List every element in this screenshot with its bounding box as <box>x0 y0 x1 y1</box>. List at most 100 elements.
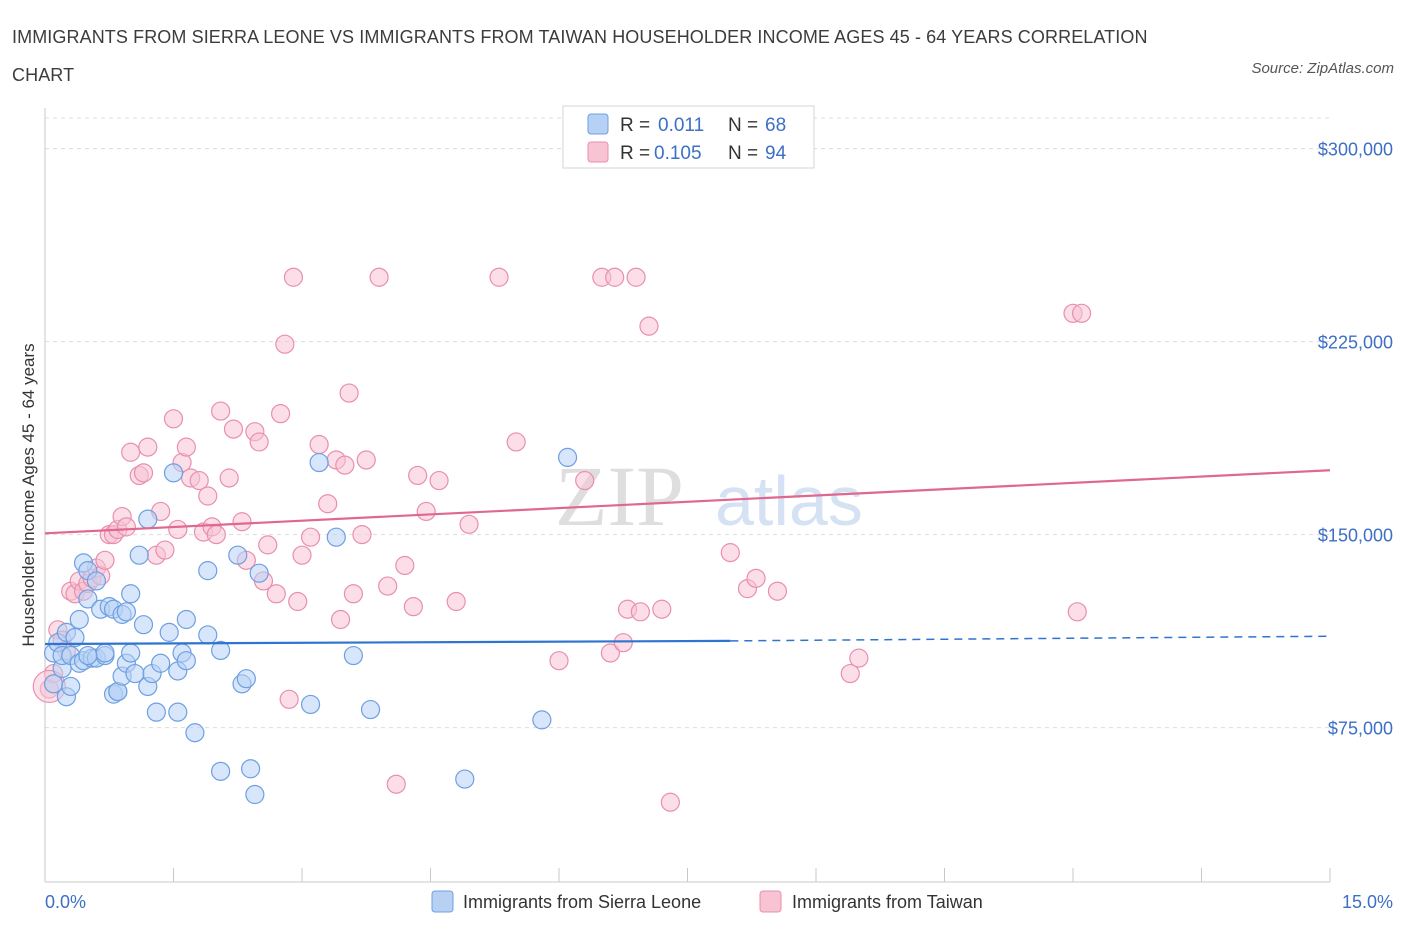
taiwan-point-51 <box>292 545 312 565</box>
taiwan-point-84 <box>652 599 672 619</box>
bottom-legend: Immigrants from Sierra Leone Immigrants … <box>431 890 983 913</box>
taiwan-point-37 <box>219 468 239 488</box>
sierra-leone-point-64 <box>455 769 475 789</box>
taiwan-point-69 <box>429 470 449 491</box>
taiwan-point-94 <box>1067 602 1087 622</box>
taiwan-point-46 <box>270 404 291 424</box>
sierra-leone-point-35 <box>133 615 154 635</box>
taiwan-point-25 <box>155 540 175 560</box>
sierra-leone-point-57 <box>245 784 265 805</box>
sierra-leone-point-51 <box>211 640 231 661</box>
source-label: Source: ZipAtlas.com <box>1251 60 1394 77</box>
sierra-leone-point-55 <box>236 669 256 689</box>
sierra-leone-point-17 <box>86 571 107 591</box>
watermark-atlas: atlas <box>715 462 863 540</box>
taiwan-point-44 <box>258 535 278 555</box>
taiwan-point-86 <box>720 543 740 563</box>
y-axis-label: Householder Income Ages 45 - 64 years <box>19 343 38 646</box>
taiwan-point-93 <box>1071 303 1092 323</box>
trend-lines <box>44 469 1331 646</box>
sierra-leone-trend-line <box>44 639 731 646</box>
taiwan-point-65 <box>395 555 415 576</box>
sierra-leone-point-46 <box>176 609 196 630</box>
y-tick-labels: $75,000 $150,000 $225,000 $300,000 <box>1318 140 1393 739</box>
taiwan-point-59 <box>343 584 363 604</box>
x-tick-label-max: 15.0% <box>1342 892 1393 912</box>
taiwan-point-36 <box>211 401 231 421</box>
taiwan-point-19 <box>121 442 141 462</box>
taiwan-point-47 <box>275 334 295 354</box>
taiwan-point-81 <box>626 267 646 287</box>
taiwan-point-48 <box>279 689 299 709</box>
taiwan-point-72 <box>489 267 509 287</box>
taiwan-point-38 <box>223 419 244 439</box>
sierra-leone-point-39 <box>146 702 166 722</box>
legend-r-value-2: 0.105 <box>654 143 702 164</box>
sierra-leone-point-32 <box>121 584 141 604</box>
taiwan-point-60 <box>352 524 372 545</box>
taiwan-point-27 <box>168 519 188 540</box>
taiwan-point-83 <box>639 316 659 336</box>
y-tick-label-3: $300,000 <box>1318 140 1393 160</box>
legend-r-label-1: R = <box>620 115 650 136</box>
taiwan-point-67 <box>408 465 428 486</box>
sierra-leone-point-10 <box>69 609 89 630</box>
taiwan-point-85 <box>660 792 680 812</box>
taiwan-trend-line <box>44 469 1331 535</box>
sierra-leone-point-44 <box>168 702 188 722</box>
sierra-leone-point-63 <box>360 699 381 720</box>
taiwan-point-49 <box>283 267 304 287</box>
taiwan-points <box>32 267 1092 812</box>
sierra-leone-point-42 <box>163 463 184 483</box>
taiwan-point-73 <box>506 432 526 452</box>
taiwan-point-21 <box>133 463 154 483</box>
taiwan-point-61 <box>356 450 376 470</box>
taiwan-point-31 <box>189 470 209 491</box>
sierra-leone-point-48 <box>185 723 205 743</box>
sierra-leone-point-65 <box>532 710 552 730</box>
chart-title: IMMIGRANTS FROM SIERRA LEONE VS IMMIGRAN… <box>12 27 1148 85</box>
taiwan-point-58 <box>339 383 359 403</box>
sierra-leone-point-53 <box>228 545 248 565</box>
sierra-leone-point-60 <box>309 452 329 473</box>
taiwan-point-53 <box>309 434 329 455</box>
sierra-leone-point-31 <box>121 643 141 663</box>
taiwan-point-91 <box>849 648 869 668</box>
sierra-leone-point-56 <box>241 759 261 779</box>
sierra-leone-point-49 <box>198 625 218 645</box>
taiwan-point-52 <box>300 527 321 547</box>
x-tick-label-min: 0.0% <box>45 892 86 912</box>
taiwan-point-42 <box>249 432 269 452</box>
taiwan-point-74 <box>549 651 569 671</box>
taiwan-point-62 <box>369 267 389 287</box>
legend-r-value-1: 0.011 <box>658 115 704 136</box>
bottom-legend-label-sierra: Immigrants from Sierra Leone <box>463 892 701 912</box>
bottom-legend-swatch-sierra <box>431 890 454 913</box>
sierra-leone-point-59 <box>300 694 321 715</box>
sierra-leone-point-7 <box>61 676 81 697</box>
sierra-leone-point-67 <box>78 645 98 666</box>
taiwan-point-66 <box>403 597 423 617</box>
taiwan-point-71 <box>459 514 479 534</box>
taiwan-point-50 <box>288 591 308 612</box>
taiwan-point-54 <box>318 494 338 514</box>
bottom-legend-swatch-taiwan <box>759 890 782 913</box>
sierra-leone-point-41 <box>159 622 179 642</box>
watermark-zip: ZIP <box>555 448 684 544</box>
sierra-leone-point-9 <box>65 627 85 648</box>
taiwan-point-13 <box>95 550 115 570</box>
taiwan-point-88 <box>746 568 766 588</box>
taiwan-point-75 <box>575 470 595 491</box>
taiwan-point-64 <box>386 774 406 794</box>
sierra-leone-point-36 <box>138 509 158 529</box>
taiwan-point-68 <box>416 501 436 522</box>
taiwan-point-33 <box>198 486 218 506</box>
taiwan-point-22 <box>138 437 158 457</box>
taiwan-point-89 <box>767 581 788 601</box>
sierra-leone-point-47 <box>176 651 196 671</box>
legend-swatch-taiwan <box>587 141 609 163</box>
top-legend: R = 0.011 N = 68 R = 0.105 N = 94 <box>562 105 815 169</box>
taiwan-point-26 <box>163 409 184 429</box>
legend-swatch-sierra <box>587 113 609 135</box>
